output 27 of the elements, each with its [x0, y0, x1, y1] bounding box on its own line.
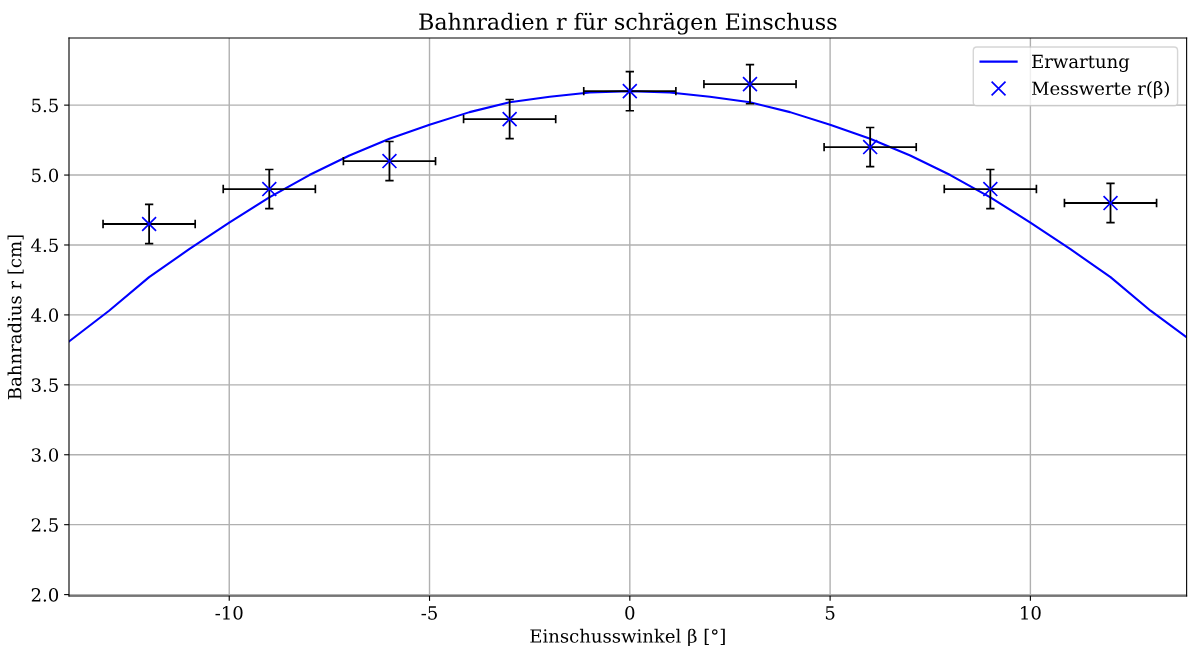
point	[982, 181, 999, 197]
point	[1102, 195, 1119, 211]
point	[622, 83, 638, 99]
x-tick-label: 5	[825, 606, 835, 620]
y-tick-label: 4.0	[31, 308, 59, 323]
point	[141, 216, 157, 232]
y-tick-label: 3.5	[31, 378, 58, 392]
point	[261, 181, 278, 197]
y-tick-label: 2.0	[31, 588, 59, 602]
y-tick-label: 2.5	[31, 518, 58, 532]
legend-label: Messwerte r(β)	[1031, 81, 1169, 99]
point	[381, 153, 398, 169]
point	[742, 76, 758, 92]
y-axis-title: Bahnradius r [cm]	[7, 235, 24, 400]
point	[501, 111, 518, 127]
x-tick-label: 10	[1021, 606, 1041, 620]
x-axis-title: Einschusswinkel β [°]	[530, 628, 725, 646]
y-tick-label: 5.5	[32, 98, 58, 113]
y-tick-label: 5.0	[32, 168, 59, 183]
x-tick-label: -10	[215, 606, 243, 620]
legend-label: Erwartung	[1032, 54, 1130, 72]
y-tick-label: 3.0	[31, 448, 59, 462]
point	[862, 139, 878, 155]
x-tick-label: 0	[625, 606, 635, 620]
chart-title: Bahnradien r für schrägen Einschuss	[419, 12, 837, 35]
x-tick-label: -5	[421, 606, 437, 620]
y-tick-label: 4.5	[31, 238, 58, 253]
